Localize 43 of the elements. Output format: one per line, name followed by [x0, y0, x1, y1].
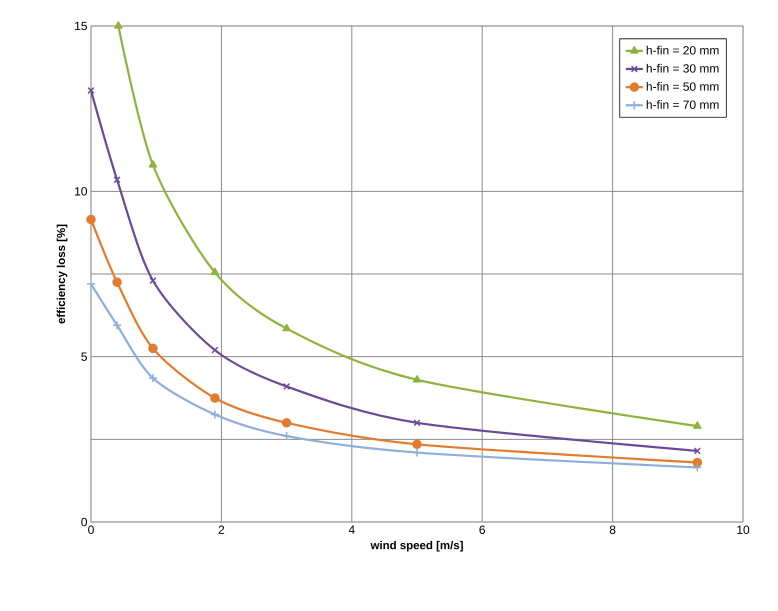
point — [87, 86, 95, 94]
point — [283, 382, 290, 390]
point — [211, 346, 218, 354]
point — [282, 431, 292, 441]
point — [692, 462, 702, 472]
point — [692, 458, 702, 468]
point — [282, 418, 292, 428]
point — [210, 393, 220, 403]
y-tick-label: 10 — [75, 187, 88, 196]
x-tick-label: 6 — [479, 526, 486, 534]
point — [694, 447, 701, 454]
point — [112, 320, 122, 330]
x-tick-label: 8 — [610, 526, 616, 534]
y-tick-label: 5 — [81, 352, 87, 361]
x-axis-title: wind speed [m/s] — [370, 540, 463, 552]
point — [412, 375, 422, 383]
point — [693, 421, 702, 429]
point — [413, 419, 421, 426]
point — [112, 278, 122, 287]
x-tick-label: 2 — [218, 526, 224, 534]
legend-label: h-fin = 70 mm — [646, 100, 719, 109]
point — [210, 410, 220, 420]
x-tick-label: 10 — [737, 526, 750, 534]
legend-label: h-fin = 20 mm — [646, 46, 719, 55]
point — [114, 176, 121, 184]
point — [148, 373, 158, 383]
point — [412, 440, 422, 450]
legend-label: h-fin = 50 mm — [646, 82, 719, 91]
x-tick-label: 0 — [88, 526, 94, 534]
legend-label: h-fin = 30 mm — [646, 64, 719, 73]
point — [210, 268, 220, 276]
point — [148, 344, 158, 354]
y-axis-title: efficiency loss [%] — [56, 224, 68, 324]
point — [114, 21, 123, 29]
point — [149, 277, 157, 284]
point — [412, 448, 422, 458]
y-tick-label: 0 — [81, 518, 88, 526]
point — [86, 279, 96, 289]
point — [86, 214, 96, 224]
x-tick-label: 4 — [348, 526, 355, 534]
point — [148, 160, 158, 168]
y-tick-label: 15 — [75, 22, 87, 30]
point — [282, 324, 291, 332]
